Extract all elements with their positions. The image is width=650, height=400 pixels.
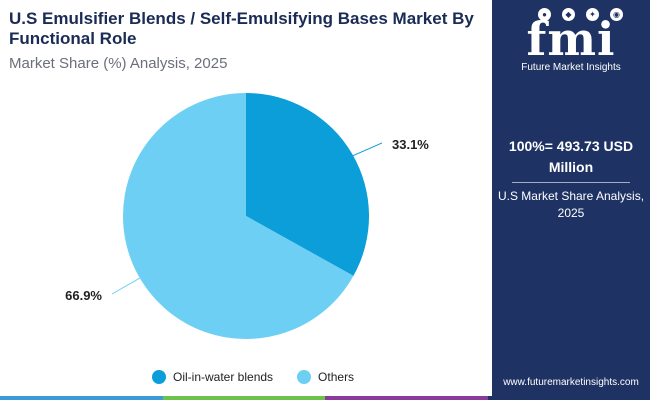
- data-label-0: 33.1%: [392, 137, 429, 152]
- pie-slice-1: [123, 93, 354, 339]
- legend-label-oil-in-water: Oil-in-water blends: [173, 370, 274, 384]
- logo-mark: fmi: [526, 12, 616, 66]
- website-url[interactable]: www.futuremarketinsights.com: [503, 377, 639, 388]
- fmi-logo: ● ◆ ✦ ◉ fmi Future Market Insights: [492, 6, 650, 76]
- data-label-1: 66.9%: [65, 288, 102, 303]
- logo-text: Future Market Insights: [521, 62, 621, 73]
- legend-swatch-others: [297, 370, 312, 384]
- legend-item-oil-in-water: Oil-in-water blends: [152, 370, 273, 384]
- legend-swatch-oil-in-water: [152, 370, 166, 384]
- logo-dot-icon: ◉: [610, 8, 623, 21]
- logo-dot-icon: ◆: [562, 8, 575, 21]
- leader-line-1: [111, 268, 157, 295]
- bottom-accent-bar: [0, 396, 650, 400]
- accent-segment: [487, 396, 650, 400]
- pie-chart: 33.1% 66.9%: [65, 93, 429, 339]
- logo-dot-icon: ✦: [586, 8, 599, 21]
- total-market-value: 100%= 493.73 USD Million: [508, 138, 634, 175]
- chart-title: U.S Emulsifier Blends / Self-Emulsifying…: [9, 9, 474, 48]
- accent-segment: [0, 396, 163, 400]
- total-divider: [512, 182, 630, 183]
- logo-dot-icon: ●: [538, 8, 551, 21]
- leader-line-0: [335, 142, 383, 164]
- legend-label-others: Others: [318, 370, 355, 384]
- legend: Oil-in-water blends Others: [152, 368, 378, 386]
- total-caption: U.S Market Share Analysis, 2025: [497, 189, 645, 220]
- chart-subtitle: Market Share (%) Analysis, 2025: [9, 55, 228, 72]
- sidebar-panel: ● ◆ ✦ ◉ fmi Future Market Insights 100%=…: [492, 0, 650, 400]
- logo-icons: ● ◆ ✦ ◉: [534, 8, 624, 24]
- pie-slice-0: [246, 93, 369, 276]
- accent-segment: [325, 396, 488, 400]
- legend-item-others: Others: [297, 370, 354, 384]
- accent-segment: [162, 396, 325, 400]
